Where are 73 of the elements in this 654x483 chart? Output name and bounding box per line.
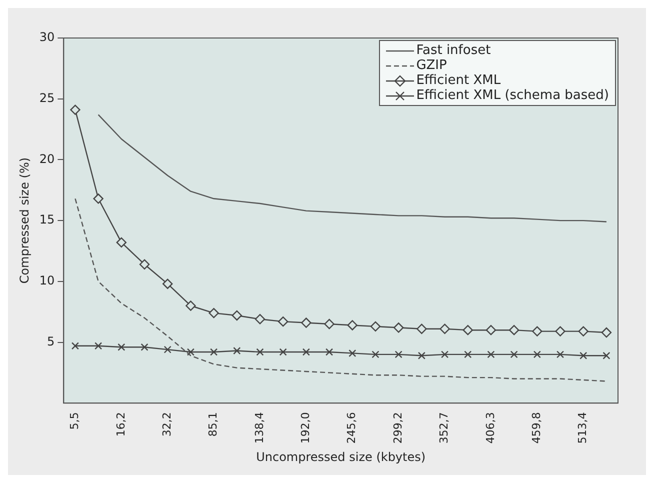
point — [601, 327, 612, 338]
point — [416, 324, 427, 334]
x-tick-label: 32,2 — [160, 412, 174, 437]
point — [580, 352, 588, 360]
y-tick-label: 25 — [39, 90, 55, 105]
point — [140, 343, 148, 351]
point — [301, 318, 312, 328]
point — [394, 350, 402, 358]
point — [532, 326, 542, 336]
x-tick-label: 513,4 — [576, 412, 590, 444]
point — [347, 320, 358, 330]
point — [302, 348, 310, 356]
point — [326, 348, 334, 356]
legend-label: GZIP — [416, 58, 447, 73]
point — [555, 326, 566, 336]
legend-label: Fast infoset — [416, 43, 491, 58]
point — [418, 352, 426, 360]
point — [486, 324, 496, 336]
point — [279, 348, 287, 356]
point — [487, 350, 495, 358]
point — [139, 259, 150, 270]
point — [370, 321, 381, 332]
y-tick-label: 30 — [39, 30, 55, 44]
y-tick-label: 5 — [47, 334, 55, 348]
point — [256, 348, 264, 356]
point — [462, 324, 473, 336]
x-tick-label: 299,2 — [391, 412, 404, 444]
x-tick-label: 138,4 — [252, 412, 266, 444]
point — [233, 346, 241, 355]
x-tick-label: 245,6 — [345, 412, 358, 444]
point — [556, 350, 564, 358]
point — [118, 343, 126, 351]
point — [278, 316, 288, 327]
y-tick-label: 10 — [39, 274, 55, 288]
x-tick-label: 459,8 — [530, 412, 544, 444]
point — [464, 350, 472, 358]
y-axis-title: Compressed size (%) — [17, 157, 32, 284]
x-axis-title: Uncompressed size (kbytes) — [256, 450, 426, 464]
point — [186, 300, 196, 311]
line-series — [74, 198, 608, 382]
point — [348, 349, 356, 357]
point — [186, 348, 194, 356]
point — [232, 310, 242, 321]
point — [508, 324, 520, 336]
x-tick-label: 352,7 — [438, 412, 451, 444]
point — [510, 350, 518, 358]
point — [440, 324, 450, 334]
y-tick-label: 15 — [39, 212, 55, 227]
point — [210, 348, 218, 356]
legend-label: Efficient XML (schema based) — [416, 88, 609, 103]
point — [162, 278, 173, 289]
point — [116, 237, 127, 248]
point — [324, 318, 334, 330]
x-tick-label: 192,0 — [299, 412, 312, 444]
x-tick-label: 406,3 — [484, 412, 497, 444]
point — [440, 350, 449, 358]
legend-label: Efficient XML — [416, 73, 501, 88]
point — [164, 346, 172, 354]
point — [70, 104, 80, 115]
point — [254, 314, 266, 324]
point — [393, 322, 404, 333]
point — [372, 350, 380, 358]
point — [208, 308, 219, 318]
point — [533, 350, 541, 358]
x-tick-label: 85,1 — [206, 412, 220, 437]
point — [94, 342, 102, 350]
x-tick-label: 16,2 — [114, 412, 128, 437]
y-tick-label: 20 — [39, 152, 55, 166]
point — [578, 326, 588, 336]
point — [602, 352, 610, 360]
point — [71, 342, 79, 350]
x-tick-label: 5,5 — [68, 412, 82, 430]
point — [93, 194, 104, 204]
